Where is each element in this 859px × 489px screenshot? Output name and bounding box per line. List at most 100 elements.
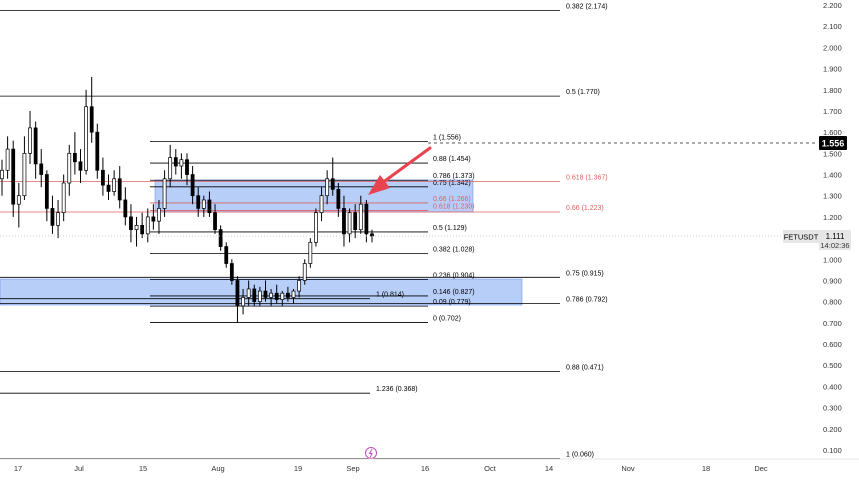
level-0-0702-label: 0 (0.702) (433, 315, 461, 322)
y-tick-label: 0.200 (823, 425, 842, 434)
y-tick-label: 1.500 (823, 149, 842, 158)
candle-body (134, 225, 139, 230)
symbol-tag-bg (783, 230, 819, 243)
candle-body (263, 290, 268, 298)
candle-body (145, 216, 150, 235)
x-tick-label: 15 (139, 464, 147, 473)
candle-body (308, 241, 313, 264)
level-1-1556-label: 1 (1.556) (433, 134, 461, 141)
price-tag-marked[interactable]: 1.556 (819, 136, 847, 150)
candle-body (5, 148, 10, 171)
x-tick-label: Jul (74, 464, 84, 473)
candle-body (162, 178, 167, 209)
x-tick-label: Aug (211, 464, 224, 473)
candle-body (39, 163, 44, 175)
candle-body (67, 152, 72, 184)
price-tag-marked-text: 1.556 (822, 139, 845, 149)
x-axis[interactable]: 17 Jul 15 Aug 19 Sep 16 Oct 14 Nov 18 Dec (0, 458, 859, 473)
candle-body (325, 178, 330, 197)
annotation-arrow[interactable] (368, 146, 432, 195)
candle-body (190, 174, 195, 197)
x-tick-label: Nov (621, 464, 635, 473)
level-1-0060-label: 1 (0.060) (566, 451, 594, 458)
arrow-head-icon (368, 175, 390, 195)
candle-body (224, 246, 229, 264)
candle-body (353, 212, 358, 230)
x-tick-label: Sep (346, 464, 359, 473)
y-tick-label: 1.800 (823, 86, 842, 95)
candle-body (56, 212, 60, 226)
x-tick-label: 19 (294, 464, 302, 473)
flash-icon[interactable] (365, 447, 377, 459)
level-0382-1028-label: 0.382 (1.028) (433, 246, 475, 253)
y-tick-label: 2.000 (823, 43, 842, 52)
candle-body (112, 178, 117, 192)
x-tick-label: Oct (484, 464, 497, 473)
candle-body (218, 229, 223, 247)
level-075-0915-label: 0.75 (0.915) (566, 270, 604, 277)
candle-body (257, 290, 262, 303)
symbol-tag-text: FETUSDT (784, 233, 819, 242)
level-05-1770-label: 0.5 (1.770) (566, 89, 600, 96)
candle-body (179, 159, 184, 167)
candle-body (246, 288, 251, 298)
candle-body (89, 106, 94, 133)
y-tick-label: 1.700 (823, 107, 842, 116)
candle-body (358, 203, 363, 230)
candle-body (33, 127, 38, 165)
level-05-1129-label: 0.5 (1.129) (433, 225, 467, 232)
candle-body (140, 225, 145, 235)
candle-body (319, 195, 324, 214)
candle-body (336, 189, 341, 209)
candle-body (129, 216, 133, 230)
candle-body (28, 127, 32, 154)
flash-icon-bolt (368, 448, 373, 458)
candle-body (117, 178, 122, 201)
y-tick-label: 1.200 (823, 213, 842, 222)
candle-body (347, 212, 352, 235)
x-tick-label: 18 (702, 464, 710, 473)
candle-body (201, 199, 206, 209)
candle-countdown-text: 14:02:36 (820, 241, 849, 250)
level-0786-1373-label: 0.786 (1.373) (433, 173, 475, 180)
candle-body (168, 157, 173, 180)
candle-body (364, 203, 369, 235)
candle-body (302, 263, 307, 281)
level-066-1266-label: 0.66 (1.266) (433, 196, 471, 203)
y-tick-label: 0.700 (823, 319, 842, 328)
y-tick-label: 1.600 (823, 128, 842, 137)
level-088-1454-label: 0.88 (1.454) (433, 156, 471, 163)
candle-body (297, 280, 302, 292)
candle-body (72, 152, 77, 163)
y-tick-label: 1.900 (823, 65, 842, 74)
symbol-price-badge[interactable]: FETUSDT 1.111 14:02:36 (783, 230, 851, 250)
candle-body (241, 297, 245, 307)
y-tick-label: 0.300 (823, 404, 842, 413)
level-088-0471-label: 0.88 (0.471) (566, 364, 604, 371)
candle-body (106, 184, 111, 192)
candle-body (286, 292, 290, 298)
y-tick-label: 0.100 (823, 446, 842, 455)
y-tick-label: 1.300 (823, 192, 842, 201)
y-axis[interactable]: 2.200 2.100 2.000 1.900 1.800 1.700 1.600 1.500… (823, 1, 842, 455)
candle-body (330, 178, 335, 190)
x-tick-label: Dec (754, 464, 768, 473)
candle-body (44, 174, 49, 209)
candle-body (229, 263, 234, 281)
x-tick-label: 14 (545, 464, 553, 473)
candle-body (50, 208, 55, 226)
candle-body (314, 212, 318, 243)
candle-body (291, 290, 296, 298)
y-tick-label: 0.900 (823, 276, 842, 285)
level-1-0814-label: 1 (0.814) (376, 292, 404, 299)
candle-body (61, 182, 66, 214)
y-tick-label: 2.200 (823, 1, 842, 10)
fib-levels: 0.382 (2.174) 0.5 (1.770) 1 (1.556) 0.88 (1… (0, 4, 608, 459)
level-0382-2174-label: 0.382 (2.174) (566, 4, 608, 11)
candle-body (207, 199, 212, 214)
candle-body (151, 216, 156, 222)
candle-body (342, 208, 346, 235)
candle-body (235, 280, 240, 307)
